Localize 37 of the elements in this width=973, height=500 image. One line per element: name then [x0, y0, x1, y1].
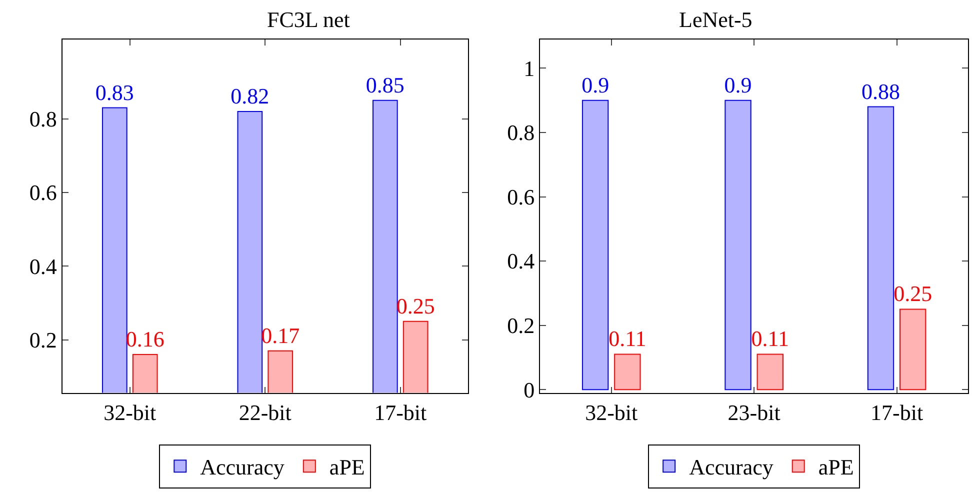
x-tick-label: 17-bit	[870, 400, 924, 426]
y-tick-label: 0	[524, 377, 535, 402]
y-tick-label: 0.8	[507, 120, 535, 146]
legend-label: aPE	[818, 454, 854, 480]
bar	[899, 308, 926, 390]
x-tick-label: 23-bit	[728, 400, 780, 426]
bar	[614, 354, 641, 390]
x-tick-label: 17-bit	[374, 400, 427, 426]
legend-label: aPE	[329, 454, 365, 480]
chart-title: LeNet-5	[679, 7, 752, 32]
data-label: 0.11	[608, 326, 646, 352]
y-tick-label: 1	[524, 56, 535, 81]
y-tick-label: 0.4	[507, 248, 535, 274]
data-label: 0.85	[366, 72, 404, 98]
bar	[724, 100, 752, 390]
bar	[582, 100, 609, 390]
data-label: 0.88	[861, 78, 900, 104]
x-tick-label: 22-bit	[238, 400, 292, 426]
legend-label: Accuracy	[200, 454, 284, 480]
data-label: 0.11	[751, 326, 789, 352]
legend-label: Accuracy	[689, 454, 774, 480]
y-tick-label: 0.2	[29, 327, 57, 352]
data-label: 0.25	[894, 281, 932, 306]
y-tick-label: 0.6	[507, 184, 535, 210]
y-tick-label: 0.8	[29, 106, 57, 132]
data-label: 0.82	[230, 83, 270, 108]
y-tick-label: 0.4	[29, 254, 57, 279]
x-tick-label: 32-bit	[585, 400, 638, 426]
chart-title: FC3L net	[267, 7, 350, 32]
y-tick-label: 0.2	[507, 313, 535, 338]
x-tick-label: 32-bit	[104, 400, 156, 426]
bar	[756, 354, 784, 390]
data-label: 0.9	[724, 72, 752, 98]
data-label: 0.9	[582, 72, 610, 98]
y-tick-label: 0.6	[29, 180, 57, 206]
data-label: 0.83	[95, 80, 134, 105]
bar	[867, 106, 894, 390]
